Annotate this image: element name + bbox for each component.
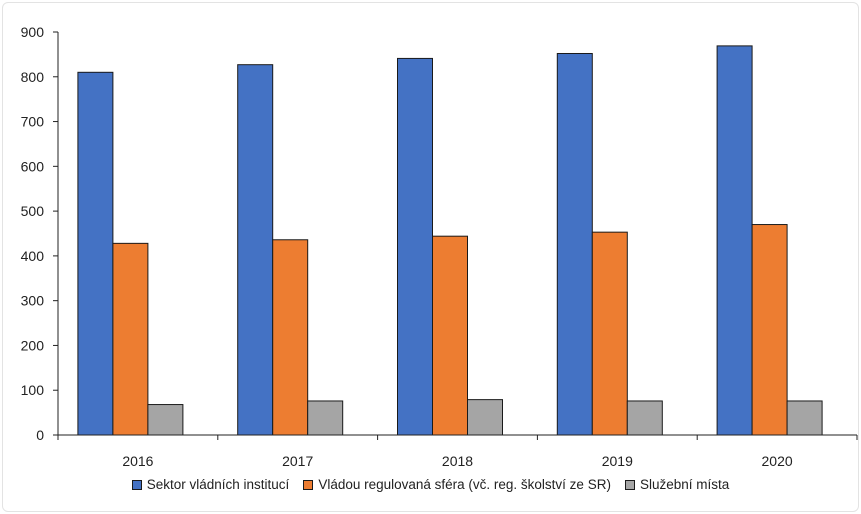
x-tick-label: 2020 xyxy=(762,453,793,469)
legend-item-series-0: Sektor vládních institucí xyxy=(131,477,290,492)
x-tick-label: 2016 xyxy=(122,453,153,469)
bar-series-0-2018 xyxy=(397,57,433,436)
legend: Sektor vládních institucí Vládou regulov… xyxy=(0,477,861,492)
legend-swatch-series-0 xyxy=(131,479,142,490)
y-tick-label: 500 xyxy=(21,203,45,219)
legend-item-series-2: Služební místa xyxy=(624,477,730,492)
legend-label-series-0: Sektor vládních institucí xyxy=(146,477,290,492)
x-tick-label: 2019 xyxy=(602,453,633,469)
bar-series-1-2019 xyxy=(591,231,628,436)
legend-label-series-2: Služební místa xyxy=(639,477,730,492)
bar-series-1-2017 xyxy=(272,239,309,436)
bar-series-2-2018 xyxy=(467,399,503,436)
y-tick-label: 400 xyxy=(21,248,45,264)
x-tick-label: 2017 xyxy=(282,453,313,469)
y-tick-label: 700 xyxy=(21,114,45,130)
bar-chart: 0 100 200 300 400 500 600 700 800 900 2016 2017 201… xyxy=(21,24,858,469)
legend-label-series-1: Vládou regulovaná sféra (vč. reg. školst… xyxy=(318,477,611,492)
y-tick-label: 600 xyxy=(21,158,45,174)
y-tick-label: 200 xyxy=(21,337,45,353)
bar-series-0-2019 xyxy=(556,52,593,436)
bar-series-2-2019 xyxy=(626,400,663,436)
bar-series-2-2016 xyxy=(147,404,184,436)
bar-series-1-2020 xyxy=(751,224,788,436)
bar-series-2-2017 xyxy=(307,400,344,436)
bar-series-1-2018 xyxy=(432,235,468,436)
y-tick-label: 900 xyxy=(21,24,45,40)
bar-series-0-2017 xyxy=(237,64,274,436)
legend-swatch-series-2 xyxy=(624,479,635,490)
legend-item-series-1: Vládou regulovaná sféra (vč. reg. školst… xyxy=(303,477,611,492)
y-tick-label: 100 xyxy=(21,382,45,398)
bar-series-1-2016 xyxy=(112,242,149,436)
x-tick-label: 2018 xyxy=(442,453,473,469)
legend-swatch-series-1 xyxy=(303,479,314,490)
y-tick-label: 800 xyxy=(21,69,45,85)
bar-series-0-2016 xyxy=(77,71,114,436)
bar-series-0-2020 xyxy=(716,45,753,436)
y-tick-label: 300 xyxy=(21,293,45,309)
y-tick-label: 0 xyxy=(36,427,44,443)
bar-series-2-2020 xyxy=(786,400,823,436)
